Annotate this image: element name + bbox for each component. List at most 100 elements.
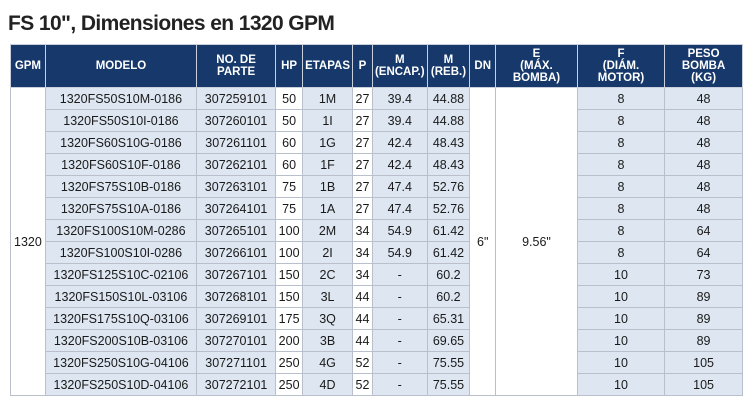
cell-modelo: 1320FS50S10I-0186 bbox=[44, 109, 198, 132]
cell-hp: 100 bbox=[275, 241, 304, 264]
cell-p: 34 bbox=[352, 263, 373, 286]
cell-m-reb: 48.43 bbox=[426, 153, 471, 176]
cell-hp: 75 bbox=[275, 175, 304, 198]
cell-modelo: 1320FS250S10G-04106 bbox=[44, 351, 198, 374]
table-body: 1320 1320FS50S10M-0186 307259101 50 1M 27 39.4… bbox=[10, 87, 743, 396]
cell-modelo: 1320FS125S10C-02106 bbox=[44, 263, 198, 286]
cell-peso: 64 bbox=[664, 219, 743, 242]
cell-gpm: 1320 bbox=[10, 87, 46, 396]
table-row: 1320FS125S10C-02106 307267101 150 2C 34-60.2… bbox=[11, 263, 743, 286]
cell-peso: 48 bbox=[664, 153, 743, 176]
cell-peso: 105 bbox=[664, 351, 743, 374]
cell-part-number: 307265101 bbox=[196, 219, 277, 242]
cell-dn: 6" bbox=[469, 87, 497, 396]
cell-peso: 89 bbox=[664, 285, 743, 308]
cell-f: 8 bbox=[576, 109, 666, 132]
cell-peso: 48 bbox=[664, 109, 743, 132]
header-m-reb-line1: M bbox=[443, 54, 454, 66]
table-row: 1320FS100S10M-0286 307265101 100 2M 34 54.9 61… bbox=[11, 219, 743, 242]
cell-etapas: 1A bbox=[302, 197, 354, 220]
cell-hp: 200 bbox=[275, 329, 304, 352]
cell-hp: 150 bbox=[275, 285, 304, 308]
cell-m-reb: 61.42 bbox=[426, 219, 471, 242]
table-row: 1320FS60S10G-0186 307261101 60 1G 27 42.4 48.4… bbox=[11, 131, 743, 154]
cell-peso: 48 bbox=[664, 131, 743, 154]
cell-f: 10 bbox=[576, 373, 666, 396]
cell-etapas: 2M bbox=[302, 219, 354, 242]
header-gpm: GPM bbox=[10, 44, 46, 88]
cell-f: 8 bbox=[576, 131, 666, 154]
cell-etapas: 2I bbox=[302, 241, 354, 264]
cell-m-encap: 39.4 bbox=[371, 87, 428, 110]
cell-f: 10 bbox=[576, 307, 666, 330]
cell-etapas: 3L bbox=[302, 285, 354, 308]
page-title: FS 10", Dimensiones en 1320 GPM bbox=[8, 12, 335, 35]
header-m-reb-line2: (REB.) bbox=[430, 66, 467, 78]
cell-peso: 64 bbox=[664, 241, 743, 264]
cell-f: 8 bbox=[576, 219, 666, 242]
cell-p: 27 bbox=[352, 109, 373, 132]
cell-peso: 105 bbox=[664, 373, 743, 396]
cell-p: 27 bbox=[352, 87, 373, 110]
cell-peso: 48 bbox=[664, 197, 743, 220]
cell-modelo: 1320FS60S10G-0186 bbox=[44, 131, 198, 154]
cell-part-number: 307268101 bbox=[196, 285, 277, 308]
header-e-line2: (MÁX. BOMBA) bbox=[512, 60, 561, 84]
cell-f: 8 bbox=[576, 175, 666, 198]
cell-m-encap: 42.4 bbox=[371, 153, 428, 176]
cell-hp: 100 bbox=[275, 219, 304, 242]
cell-etapas: 4G bbox=[302, 351, 354, 374]
cell-peso: 48 bbox=[664, 175, 743, 198]
cell-etapas: 1F bbox=[302, 153, 354, 176]
header-m-encap: M (ENCAP.) bbox=[371, 44, 428, 88]
cell-f: 10 bbox=[576, 263, 666, 286]
cell-hp: 60 bbox=[275, 153, 304, 176]
cell-modelo: 1320FS60S10F-0186 bbox=[44, 153, 198, 176]
table-row: 1320FS250S10D-04106 307272101 250 4D 52-75.5… bbox=[11, 373, 743, 396]
cell-m-reb: 44.88 bbox=[426, 87, 471, 110]
cell-m-encap: - bbox=[371, 351, 428, 374]
cell-e: 9.56" bbox=[495, 87, 578, 396]
cell-hp: 60 bbox=[275, 131, 304, 154]
cell-peso: 73 bbox=[664, 263, 743, 286]
header-hp: HP bbox=[275, 44, 304, 88]
table-row: 1320FS175S10Q-03106 307269101 175 3Q 44-65.3… bbox=[11, 307, 743, 330]
header-modelo: MODELO bbox=[44, 44, 198, 88]
cell-modelo: 1320FS100S10M-0286 bbox=[44, 219, 198, 242]
cell-f: 8 bbox=[576, 197, 666, 220]
header-m-encap-line1: M bbox=[394, 54, 405, 66]
cell-hp: 250 bbox=[275, 373, 304, 396]
cell-m-encap: 47.4 bbox=[371, 197, 428, 220]
cell-part-number: 307260101 bbox=[196, 109, 277, 132]
cell-modelo: 1320FS175S10Q-03106 bbox=[44, 307, 198, 330]
cell-etapas: 3B bbox=[302, 329, 354, 352]
cell-etapas: 3Q bbox=[302, 307, 354, 330]
header-f-line1: F bbox=[617, 48, 625, 60]
table-row: 1320FS100S10I-0286 307266101 100 2I 34 54.9 61… bbox=[11, 241, 743, 264]
cell-m-encap: - bbox=[371, 263, 428, 286]
cell-m-reb: 65.31 bbox=[426, 307, 471, 330]
cell-f: 8 bbox=[576, 87, 666, 110]
cell-m-reb: 75.55 bbox=[426, 373, 471, 396]
cell-part-number: 307271101 bbox=[196, 351, 277, 374]
cell-part-number: 307263101 bbox=[196, 175, 277, 198]
header-parte: NO. DE PARTE bbox=[196, 44, 277, 88]
cell-f: 10 bbox=[576, 329, 666, 352]
header-f-line2: (DIÁM. MOTOR) bbox=[597, 60, 645, 84]
cell-p: 27 bbox=[352, 197, 373, 220]
cell-f: 8 bbox=[576, 153, 666, 176]
header-e-line1: E bbox=[532, 48, 541, 60]
cell-peso: 48 bbox=[664, 87, 743, 110]
cell-p: 44 bbox=[352, 307, 373, 330]
cell-m-reb: 48.43 bbox=[426, 131, 471, 154]
cell-m-reb: 69.65 bbox=[426, 329, 471, 352]
cell-m-reb: 52.76 bbox=[426, 197, 471, 220]
cell-m-encap: 42.4 bbox=[371, 131, 428, 154]
cell-part-number: 307261101 bbox=[196, 131, 277, 154]
table-row: 1320FS150S10L-03106 307268101 150 3L 44-60.2… bbox=[11, 285, 743, 308]
cell-m-reb: 75.55 bbox=[426, 351, 471, 374]
table-row: 1320 1320FS50S10M-0186 307259101 50 1M 27 39.4… bbox=[10, 87, 743, 396]
header-e: E (MÁX. BOMBA) bbox=[495, 44, 578, 88]
cell-p: 52 bbox=[352, 351, 373, 374]
header-dn: DN bbox=[469, 44, 497, 88]
